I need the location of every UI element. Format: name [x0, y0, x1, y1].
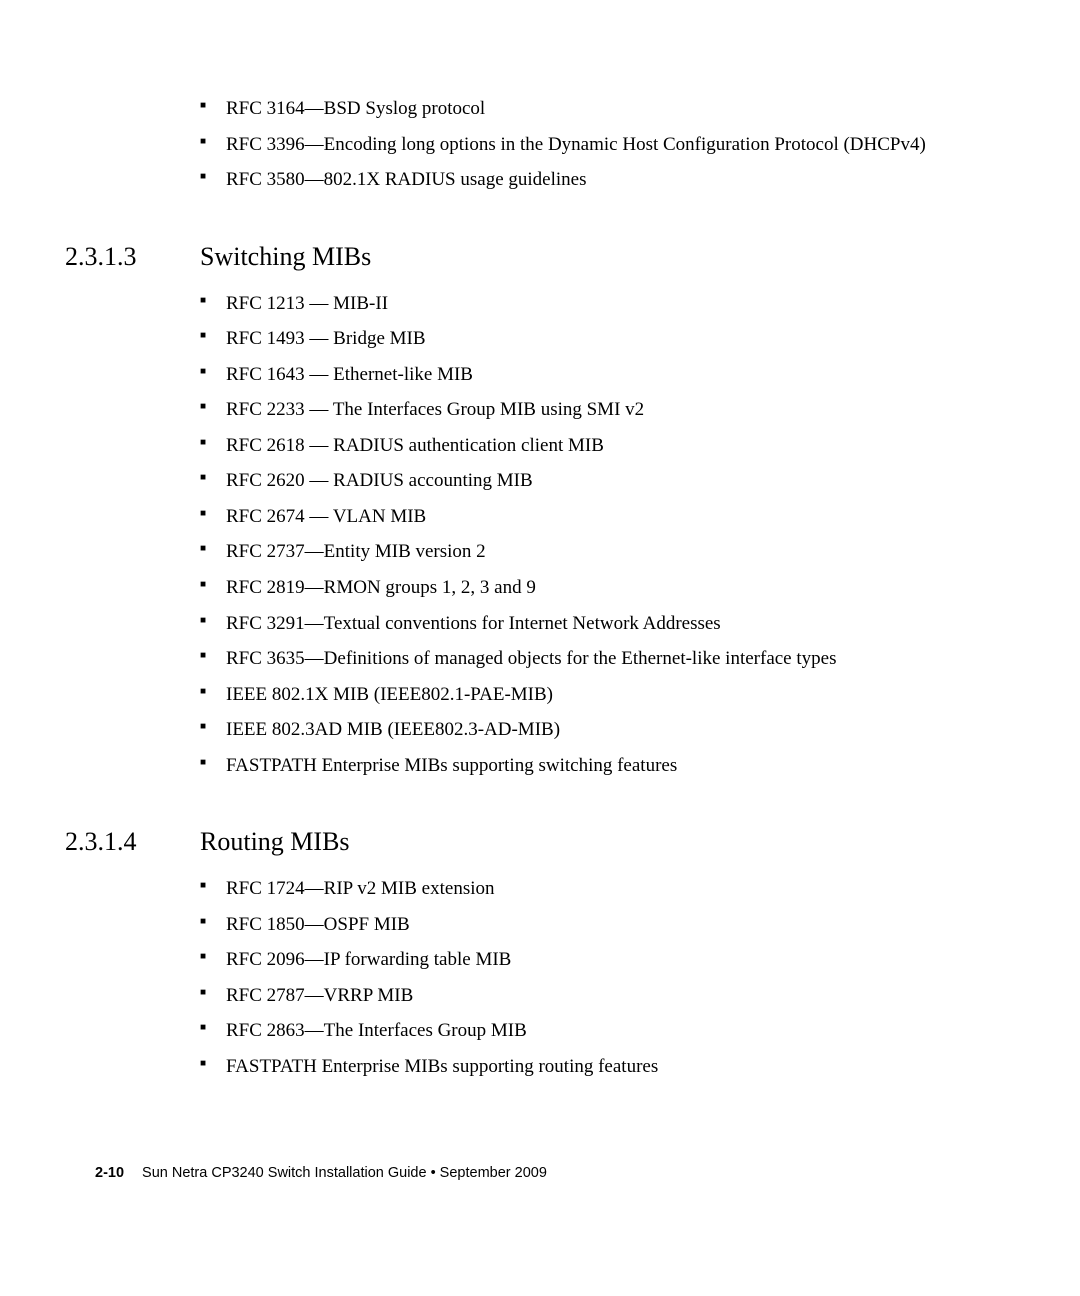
list-item: RFC 3396—Encoding long options in the Dy…: [200, 131, 985, 159]
list-item: IEEE 802.1X MIB (IEEE802.1-PAE-MIB): [200, 681, 985, 709]
switching-mibs-list: RFC 1213 — MIB-II RFC 1493 — Bridge MIB …: [200, 290, 985, 780]
doc-title: Sun Netra CP3240 Switch Installation Gui…: [142, 1165, 547, 1181]
list-item: RFC 3164—BSD Syslog protocol: [200, 95, 985, 123]
list-item: RFC 2096—IP forwarding table MIB: [200, 946, 985, 974]
list-item: RFC 3291—Textual conventions for Interne…: [200, 610, 985, 638]
page-number: 2-10: [95, 1165, 124, 1181]
section-title: Switching MIBs: [200, 242, 985, 272]
list-item: RFC 3580—802.1X RADIUS usage guidelines: [200, 166, 985, 194]
list-item: RFC 2233 — The Interfaces Group MIB usin…: [200, 396, 985, 424]
list-item: RFC 2618 — RADIUS authentication client …: [200, 432, 985, 460]
list-item: RFC 2674 — VLAN MIB: [200, 503, 985, 531]
list-item: RFC 1850—OSPF MIB: [200, 911, 985, 939]
routing-mibs-list: RFC 1724—RIP v2 MIB extension RFC 1850—O…: [200, 875, 985, 1080]
list-item: RFC 2620 — RADIUS accounting MIB: [200, 467, 985, 495]
section-title: Routing MIBs: [200, 827, 985, 857]
list-item: RFC 2819—RMON groups 1, 2, 3 and 9: [200, 574, 985, 602]
section-number: 2.3.1.3: [65, 242, 137, 272]
list-item: RFC 1643 — Ethernet-like MIB: [200, 361, 985, 389]
section-switching-mibs: 2.3.1.3 Switching MIBs RFC 1213 — MIB-II…: [200, 242, 985, 780]
list-item: RFC 3635—Definitions of managed objects …: [200, 645, 985, 673]
page-footer: 2-10 Sun Netra CP3240 Switch Installation…: [95, 1165, 547, 1181]
top-rfc-list: RFC 3164—BSD Syslog protocol RFC 3396—En…: [200, 95, 985, 194]
list-item: FASTPATH Enterprise MIBs supporting swit…: [200, 752, 985, 780]
list-item: RFC 1724—RIP v2 MIB extension: [200, 875, 985, 903]
list-item: FASTPATH Enterprise MIBs supporting rout…: [200, 1053, 985, 1081]
section-number: 2.3.1.4: [65, 827, 137, 857]
section-routing-mibs: 2.3.1.4 Routing MIBs RFC 1724—RIP v2 MIB…: [200, 827, 985, 1080]
list-item: RFC 2737—Entity MIB version 2: [200, 538, 985, 566]
list-item: RFC 2787—VRRP MIB: [200, 982, 985, 1010]
list-item: RFC 2863—The Interfaces Group MIB: [200, 1017, 985, 1045]
list-item: IEEE 802.3AD MIB (IEEE802.3-AD-MIB): [200, 716, 985, 744]
list-item: RFC 1493 — Bridge MIB: [200, 325, 985, 353]
list-item: RFC 1213 — MIB-II: [200, 290, 985, 318]
